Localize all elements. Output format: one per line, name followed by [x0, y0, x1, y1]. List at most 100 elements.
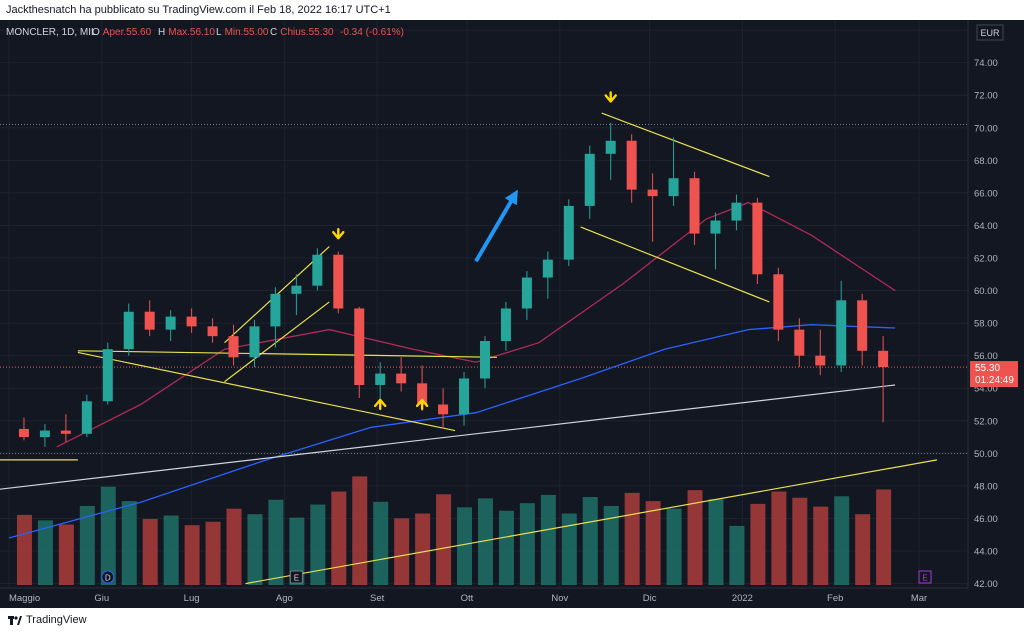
candle-body: [312, 254, 323, 286]
tradingview-brand: TradingView: [26, 614, 87, 626]
volume-bar: [121, 501, 137, 585]
candle-body: [375, 373, 386, 385]
candle-body: [18, 428, 29, 438]
volume-bar: [750, 503, 766, 585]
price-tick-label: 48.00: [974, 481, 998, 492]
price-tick-label: 74.00: [974, 58, 998, 69]
candle-body: [752, 202, 763, 275]
time-tick-label: Lug: [184, 593, 200, 604]
bar-countdown: 01:24:49: [975, 375, 1014, 386]
price-tick-label: 42.00: [974, 579, 998, 590]
volume-bar: [876, 489, 892, 585]
volume-bar: [603, 505, 619, 585]
volume-bar: [561, 513, 577, 585]
candle-body: [102, 349, 113, 402]
candle-body: [165, 316, 176, 330]
price-tick-label: 68.00: [974, 156, 998, 167]
price-tick-label: 44.00: [974, 547, 998, 558]
time-tick-label: Feb: [827, 593, 843, 604]
blue-arrow-icon: [474, 189, 518, 263]
candle-body: [186, 316, 197, 327]
volume-bar: [205, 521, 221, 585]
candle-body: [689, 178, 700, 234]
volume-bar: [477, 498, 493, 585]
volume-bar: [519, 503, 535, 585]
arrow-up-icon: [374, 398, 387, 411]
volume-bar: [687, 490, 703, 585]
candle-body: [479, 341, 490, 379]
volume-bar: [79, 505, 95, 585]
price-tick-label: 54.00: [974, 384, 998, 395]
price-tick-label: 64.00: [974, 221, 998, 232]
volume-bar: [436, 494, 452, 585]
price-chart[interactable]: D E E MONCLER, 1D, MIL O Aper.55.60 H Max.56…: [0, 20, 1024, 608]
price-axis[interactable]: EUR: [967, 20, 1004, 588]
candle-body: [710, 220, 721, 234]
volume-bar: [666, 508, 682, 585]
time-tick-label: Dic: [643, 593, 657, 604]
volume-bar: [771, 491, 787, 585]
candle-body: [563, 205, 574, 260]
time-tick-label: Set: [370, 593, 385, 604]
candle-body: [291, 285, 302, 294]
volume-bar: [540, 494, 556, 585]
candle-body: [417, 383, 428, 405]
footer: TradingView: [0, 608, 1024, 633]
price-tick-label: 50.00: [974, 449, 998, 460]
trendlines: [0, 112, 938, 585]
volume-bar: [855, 514, 871, 585]
time-tick-label: Ott: [461, 593, 474, 604]
yellow-trendline: [77, 351, 456, 432]
volume-bar: [729, 525, 745, 585]
event-marker-label: E: [922, 574, 927, 583]
candle-body: [354, 308, 365, 385]
tradingview-logo-icon: [8, 616, 22, 625]
time-tick-label: Maggio: [9, 593, 40, 604]
yellow-trendline: [580, 226, 770, 303]
earnings-marker-icon: [289, 570, 303, 584]
candle-body: [39, 430, 50, 438]
candle-body: [228, 336, 239, 358]
volume-bar: [415, 513, 431, 585]
volume-bar: [373, 501, 389, 585]
arrow-up-icon: [415, 398, 429, 411]
price-tick-label: 56.00: [974, 351, 998, 362]
candle-body: [647, 189, 658, 197]
candle-body: [521, 277, 532, 309]
candle-body: [459, 378, 470, 415]
candle-body: [500, 308, 511, 342]
candle-body: [270, 293, 281, 327]
volume-bar: [457, 507, 473, 585]
volume-bar: [37, 520, 53, 585]
event-marker-label: E: [294, 574, 299, 583]
candle-body: [731, 202, 742, 221]
candle-body: [249, 326, 260, 358]
price-tick-label: 52.00: [974, 416, 998, 427]
price-tick-label: 46.00: [974, 514, 998, 525]
volume-bar: [813, 506, 829, 585]
currency-label: EUR: [980, 28, 1000, 38]
volume-bar: [100, 486, 116, 585]
candle-body: [773, 274, 784, 330]
price-tick-label: 72.00: [974, 91, 998, 102]
price-tick-label: 60.00: [974, 286, 998, 297]
time-tick-label: Mar: [911, 593, 927, 604]
arrow-down-icon: [332, 228, 345, 240]
ohlc-high: H Max.56.10: [158, 27, 215, 38]
volume-bar: [582, 497, 598, 585]
currency-badge[interactable]: [976, 24, 1004, 41]
candle-body: [207, 326, 218, 337]
ohlc-low: L Min.55.00: [216, 27, 269, 38]
candle-body: [626, 140, 637, 190]
annotations: [332, 91, 617, 411]
candle-body: [60, 430, 71, 434]
publisher-line: Jackthesnatch ha pubblicato su TradingVi…: [0, 0, 1024, 20]
candle-body: [605, 140, 616, 154]
ohlc-close: C Chius.55.30: [270, 27, 334, 38]
time-tick-label: Giu: [94, 593, 109, 604]
price-tick-labels: 42.00 44.00 46.00 48.00 50.00 52.00 54.00 56.00…: [974, 58, 998, 590]
volume-bar: [184, 525, 200, 585]
candle-body: [794, 329, 805, 356]
time-tick-label: 2022: [732, 593, 753, 604]
